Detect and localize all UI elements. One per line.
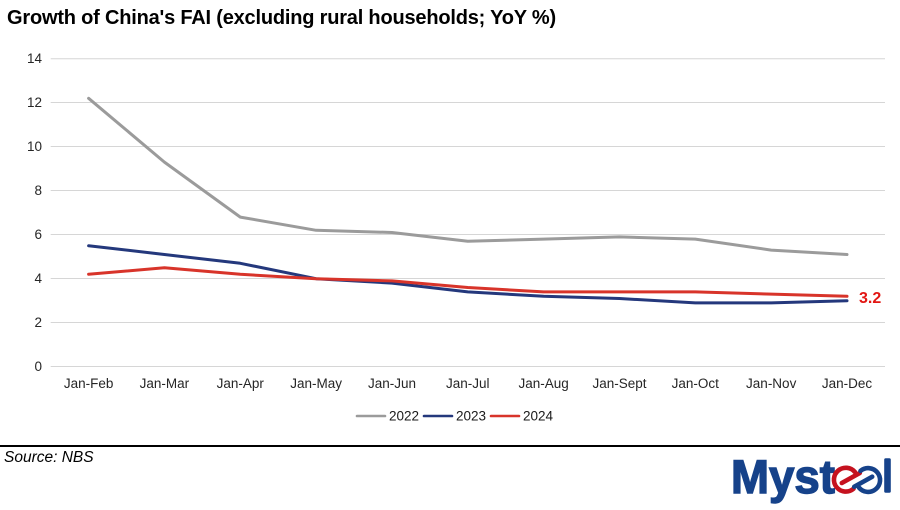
- svg-text:Jan-Aug: Jan-Aug: [518, 376, 568, 391]
- svg-text:Jan-Dec: Jan-Dec: [822, 376, 873, 391]
- svg-text:Jan-Nov: Jan-Nov: [746, 376, 797, 391]
- svg-text:6: 6: [34, 227, 42, 242]
- svg-text:Jan-Oct: Jan-Oct: [672, 376, 720, 391]
- svg-text:Jan-Feb: Jan-Feb: [64, 376, 114, 391]
- svg-text:Jan-Mar: Jan-Mar: [140, 376, 190, 391]
- svg-text:2: 2: [34, 315, 42, 330]
- svg-text:Jan-May: Jan-May: [290, 376, 342, 391]
- svg-text:14: 14: [27, 51, 43, 66]
- svg-text:Myst: Myst: [731, 454, 835, 503]
- svg-text:4: 4: [34, 271, 42, 286]
- svg-text:Jan-Sept: Jan-Sept: [592, 376, 646, 391]
- svg-text:2024: 2024: [523, 409, 554, 424]
- svg-text:0: 0: [34, 359, 42, 374]
- svg-text:10: 10: [27, 139, 42, 154]
- svg-text:2022: 2022: [389, 409, 419, 424]
- svg-text:12: 12: [27, 95, 42, 110]
- svg-text:Jan-Apr: Jan-Apr: [217, 376, 265, 391]
- svg-text:Jan-Jul: Jan-Jul: [446, 376, 490, 391]
- svg-text:3.2: 3.2: [859, 290, 881, 307]
- svg-text:8: 8: [34, 183, 42, 198]
- svg-text:2023: 2023: [456, 409, 486, 424]
- svg-text:Jan-Jun: Jan-Jun: [368, 376, 416, 391]
